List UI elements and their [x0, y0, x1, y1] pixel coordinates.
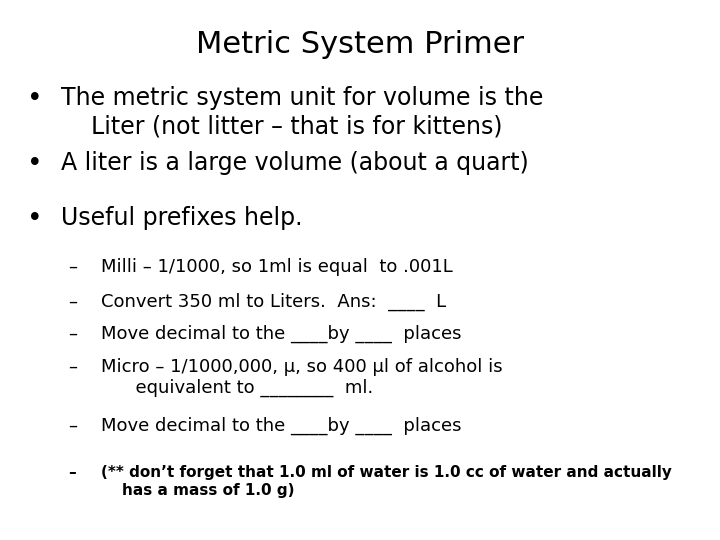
Text: •: • [27, 86, 43, 112]
Text: The metric system unit for volume is the
    Liter (not litter – that is for kit: The metric system unit for volume is the… [61, 86, 544, 138]
Text: •: • [27, 151, 43, 177]
Text: Move decimal to the ____by ____  places: Move decimal to the ____by ____ places [101, 325, 462, 343]
Text: •: • [27, 206, 43, 232]
Text: Metric System Primer: Metric System Primer [196, 30, 524, 59]
Text: Milli – 1/1000, so 1ml is equal  to .001L: Milli – 1/1000, so 1ml is equal to .001L [101, 258, 453, 276]
Text: –: – [68, 358, 78, 376]
Text: Useful prefixes help.: Useful prefixes help. [61, 206, 302, 230]
Text: –: – [68, 293, 78, 310]
Text: –: – [68, 465, 76, 481]
Text: Move decimal to the ____by ____  places: Move decimal to the ____by ____ places [101, 417, 462, 435]
Text: –: – [68, 417, 78, 435]
Text: A liter is a large volume (about a quart): A liter is a large volume (about a quart… [61, 151, 529, 175]
Text: –: – [68, 258, 78, 276]
Text: –: – [68, 325, 78, 343]
Text: Micro – 1/1000,000, μ, so 400 μl of alcohol is
      equivalent to ________  ml.: Micro – 1/1000,000, μ, so 400 μl of alco… [101, 358, 503, 397]
Text: (** don’t forget that 1.0 ml of water is 1.0 cc of water and actually
    has a : (** don’t forget that 1.0 ml of water is… [101, 465, 672, 498]
Text: Convert 350 ml to Liters.  Ans:  ____  L: Convert 350 ml to Liters. Ans: ____ L [101, 293, 446, 311]
